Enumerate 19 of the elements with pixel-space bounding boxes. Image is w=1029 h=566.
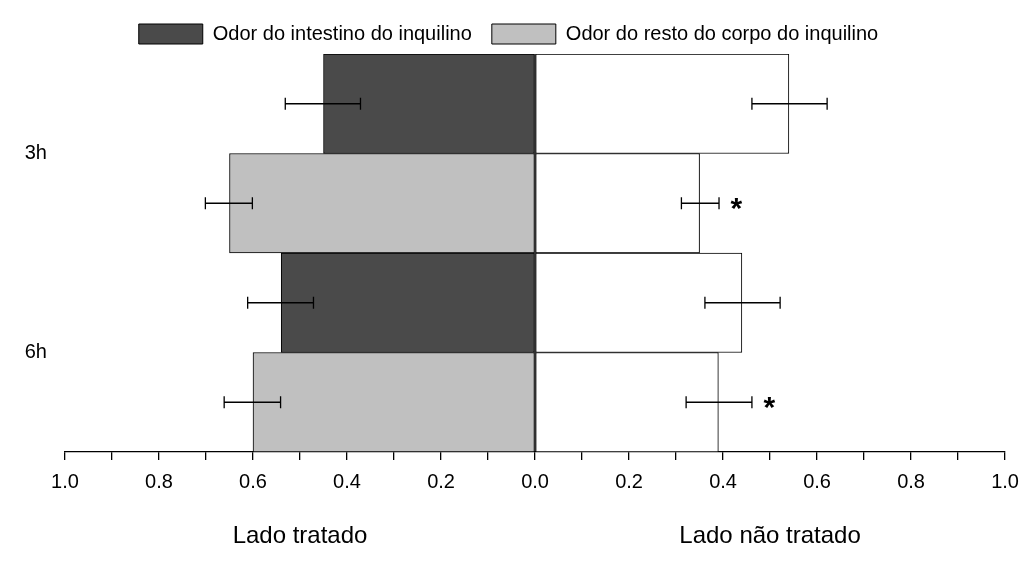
x-tick-label: 1.0 <box>51 469 79 492</box>
legend-label: Odor do intestino do inquilino <box>212 21 472 44</box>
x-tick-label: 0.8 <box>897 469 925 492</box>
legend-label: Odor do resto do corpo do inquilino <box>565 21 879 44</box>
x-tick-label: 0.2 <box>615 469 643 492</box>
text: Lado não tratado <box>679 520 861 548</box>
y-tick-label: 6h <box>24 340 47 363</box>
text: Lado tratado <box>232 520 368 548</box>
annotation: * <box>763 389 776 423</box>
y-tick-label: 3h <box>24 141 47 164</box>
x-tick-label: 0.0 <box>521 469 549 492</box>
x-tick-label: 0.8 <box>145 469 173 492</box>
x-tick-label: 0.2 <box>427 469 455 492</box>
x-tick-label: 0.4 <box>333 469 361 492</box>
x-tick-label: 0.6 <box>803 469 831 492</box>
x-tick-label: 1.0 <box>991 469 1019 492</box>
x-tick-label: 0.6 <box>239 469 267 492</box>
annotation: * <box>730 190 743 224</box>
x-tick-label: 0.4 <box>709 469 737 492</box>
